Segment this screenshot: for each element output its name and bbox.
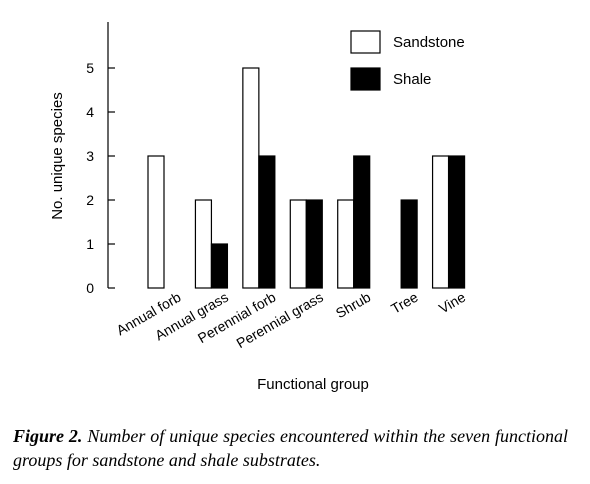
legend-label: Shale bbox=[393, 71, 431, 88]
y-axis-label: No. unique species bbox=[49, 92, 66, 220]
figure-caption-text: Number of unique species encountered wit… bbox=[13, 426, 569, 470]
bar-shale-annual-grass bbox=[210, 243, 229, 289]
bar-sandstone-perennial-grass bbox=[289, 199, 307, 289]
x-tick-label: Shrub bbox=[333, 289, 374, 322]
y-tick-label: 4 bbox=[86, 104, 94, 120]
legend: Sandstone Shale bbox=[350, 30, 465, 91]
y-tick-label: 0 bbox=[86, 280, 94, 296]
bar-sandstone-annual-forb bbox=[147, 155, 165, 289]
bar-shale-tree bbox=[400, 199, 418, 289]
y-tick-label: 2 bbox=[86, 192, 94, 208]
legend-swatch bbox=[350, 67, 381, 91]
x-axis-label: Functional group bbox=[257, 376, 369, 393]
figure-label: Figure 2. bbox=[13, 426, 83, 446]
bar-shale-perennial-forb bbox=[258, 155, 276, 289]
figure-caption: Figure 2. Number of unique species encou… bbox=[13, 424, 568, 472]
bar-sandstone-annual-grass bbox=[194, 199, 213, 289]
bar-shale-vine bbox=[447, 155, 466, 289]
x-tick-label: Vine bbox=[436, 289, 468, 317]
y-axis: 0 1 2 3 4 5 bbox=[86, 22, 115, 296]
legend-label: Sandstone bbox=[393, 34, 465, 51]
bar-sandstone-shrub bbox=[337, 199, 355, 289]
bar-shale-perennial-grass bbox=[305, 199, 323, 289]
y-tick-label: 5 bbox=[86, 60, 94, 76]
bars bbox=[147, 67, 466, 289]
legend-swatch bbox=[350, 30, 381, 54]
bar-shale-shrub bbox=[353, 155, 371, 289]
x-tick-label: Tree bbox=[388, 289, 421, 317]
bar-sandstone-perennial-forb bbox=[242, 67, 260, 289]
y-tick-label: 1 bbox=[86, 236, 94, 252]
bar-sandstone-vine bbox=[431, 155, 450, 289]
y-tick-label: 3 bbox=[86, 148, 94, 164]
